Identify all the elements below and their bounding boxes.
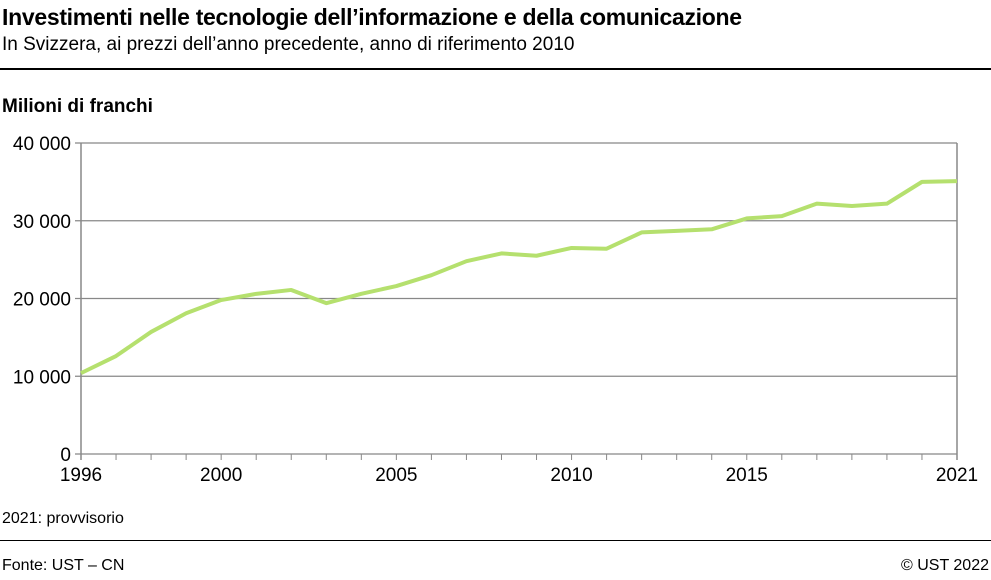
- x-tick-label: 2021: [936, 465, 978, 486]
- x-tick-label: 2000: [200, 465, 242, 486]
- footer-divider: [0, 540, 991, 541]
- line-chart: 0 10 000 20 000 30 000 40 000 1996 2000 2005 201…: [13, 134, 978, 486]
- data-line: [80, 179, 958, 375]
- source-label: Fonte: UST – CN: [2, 557, 125, 574]
- x-tick-label: 2015: [726, 465, 768, 486]
- copyright-label: © UST 2022: [901, 557, 989, 574]
- chart-subtitle: In Svizzera, ai prezzi dell’anno precede…: [2, 34, 575, 55]
- y-tick-label: 10 000: [13, 367, 71, 388]
- y-tick-label: 20 000: [13, 290, 71, 311]
- y-tick-label: 0: [60, 445, 71, 466]
- y-axis-label: Milioni di franchi: [2, 96, 153, 117]
- x-tick-label: 1996: [60, 465, 102, 486]
- y-tick-label: 40 000: [13, 134, 71, 155]
- footnote: 2021: provvisorio: [2, 510, 124, 527]
- chart-title: Investimenti nelle tecnologie dell’infor…: [2, 4, 742, 30]
- y-tick-label: 30 000: [13, 212, 71, 233]
- x-tick-label: 2010: [550, 465, 592, 486]
- x-tick-label: 2005: [375, 465, 417, 486]
- header-divider: [0, 68, 991, 70]
